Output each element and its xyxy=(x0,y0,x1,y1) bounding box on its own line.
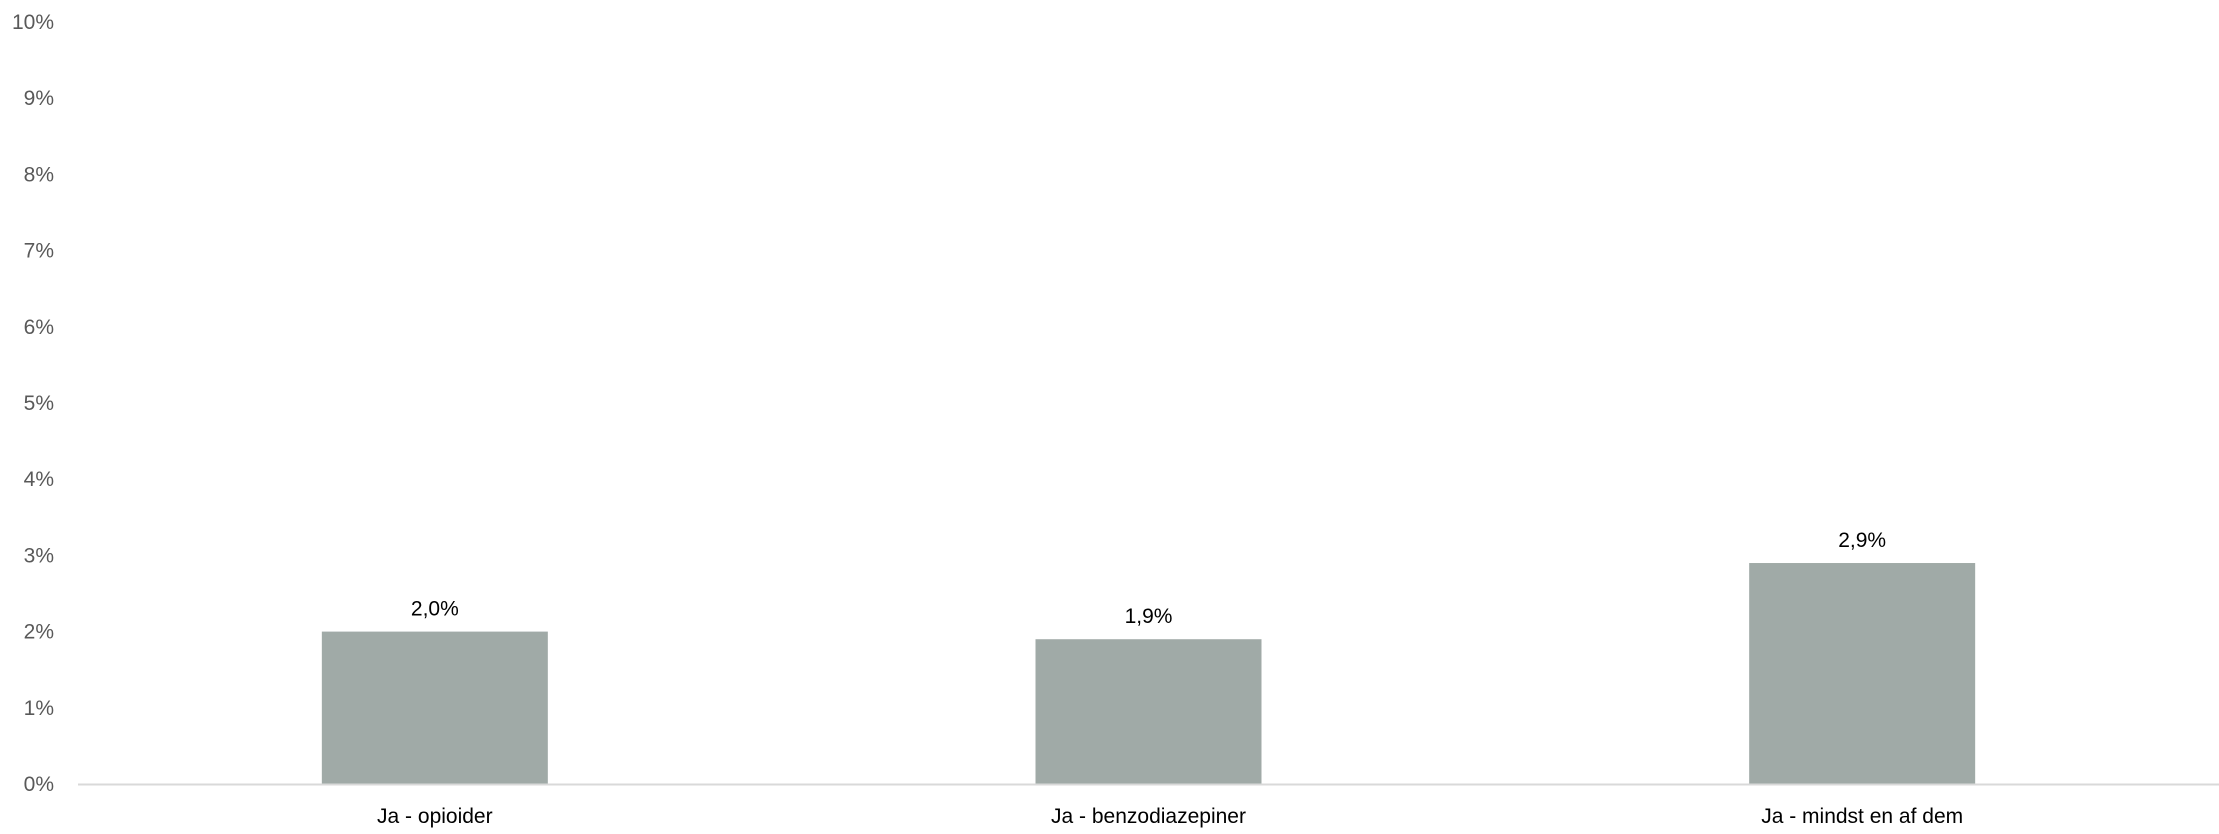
y-tick-label: 5% xyxy=(24,392,54,415)
bar xyxy=(1035,639,1262,784)
y-tick-label: 6% xyxy=(24,316,54,339)
y-tick-label: 10% xyxy=(12,11,54,34)
bar xyxy=(1749,563,1976,784)
bar xyxy=(321,631,548,784)
x-axis-tick-labels: Ja - opioider Ja - benzodiazepiner Ja - mi… xyxy=(377,805,1963,828)
x-tick-label: Ja - mindst en af dem xyxy=(1761,805,1963,828)
data-label: 1,9% xyxy=(1125,605,1173,628)
x-tick-label: Ja - opioider xyxy=(377,805,493,828)
y-tick-label: 1% xyxy=(24,697,54,720)
data-labels: 2,0% 1,9% 2,9% xyxy=(411,529,1886,628)
y-axis-tick-labels: 0% 1% 2% 3% 4% 5% 6% 7% 8% 9% 10% xyxy=(12,11,54,796)
bars xyxy=(321,563,1976,784)
y-tick-label: 4% xyxy=(24,468,54,491)
y-tick-label: 0% xyxy=(24,773,54,796)
data-label: 2,0% xyxy=(411,598,459,621)
data-label: 2,9% xyxy=(1838,529,1886,552)
y-tick-label: 9% xyxy=(24,87,54,110)
x-tick-label: Ja - benzodiazepiner xyxy=(1051,805,1246,828)
y-tick-label: 8% xyxy=(24,163,54,186)
y-tick-label: 2% xyxy=(24,621,54,644)
y-tick-label: 3% xyxy=(24,544,54,567)
y-tick-label: 7% xyxy=(24,240,54,263)
